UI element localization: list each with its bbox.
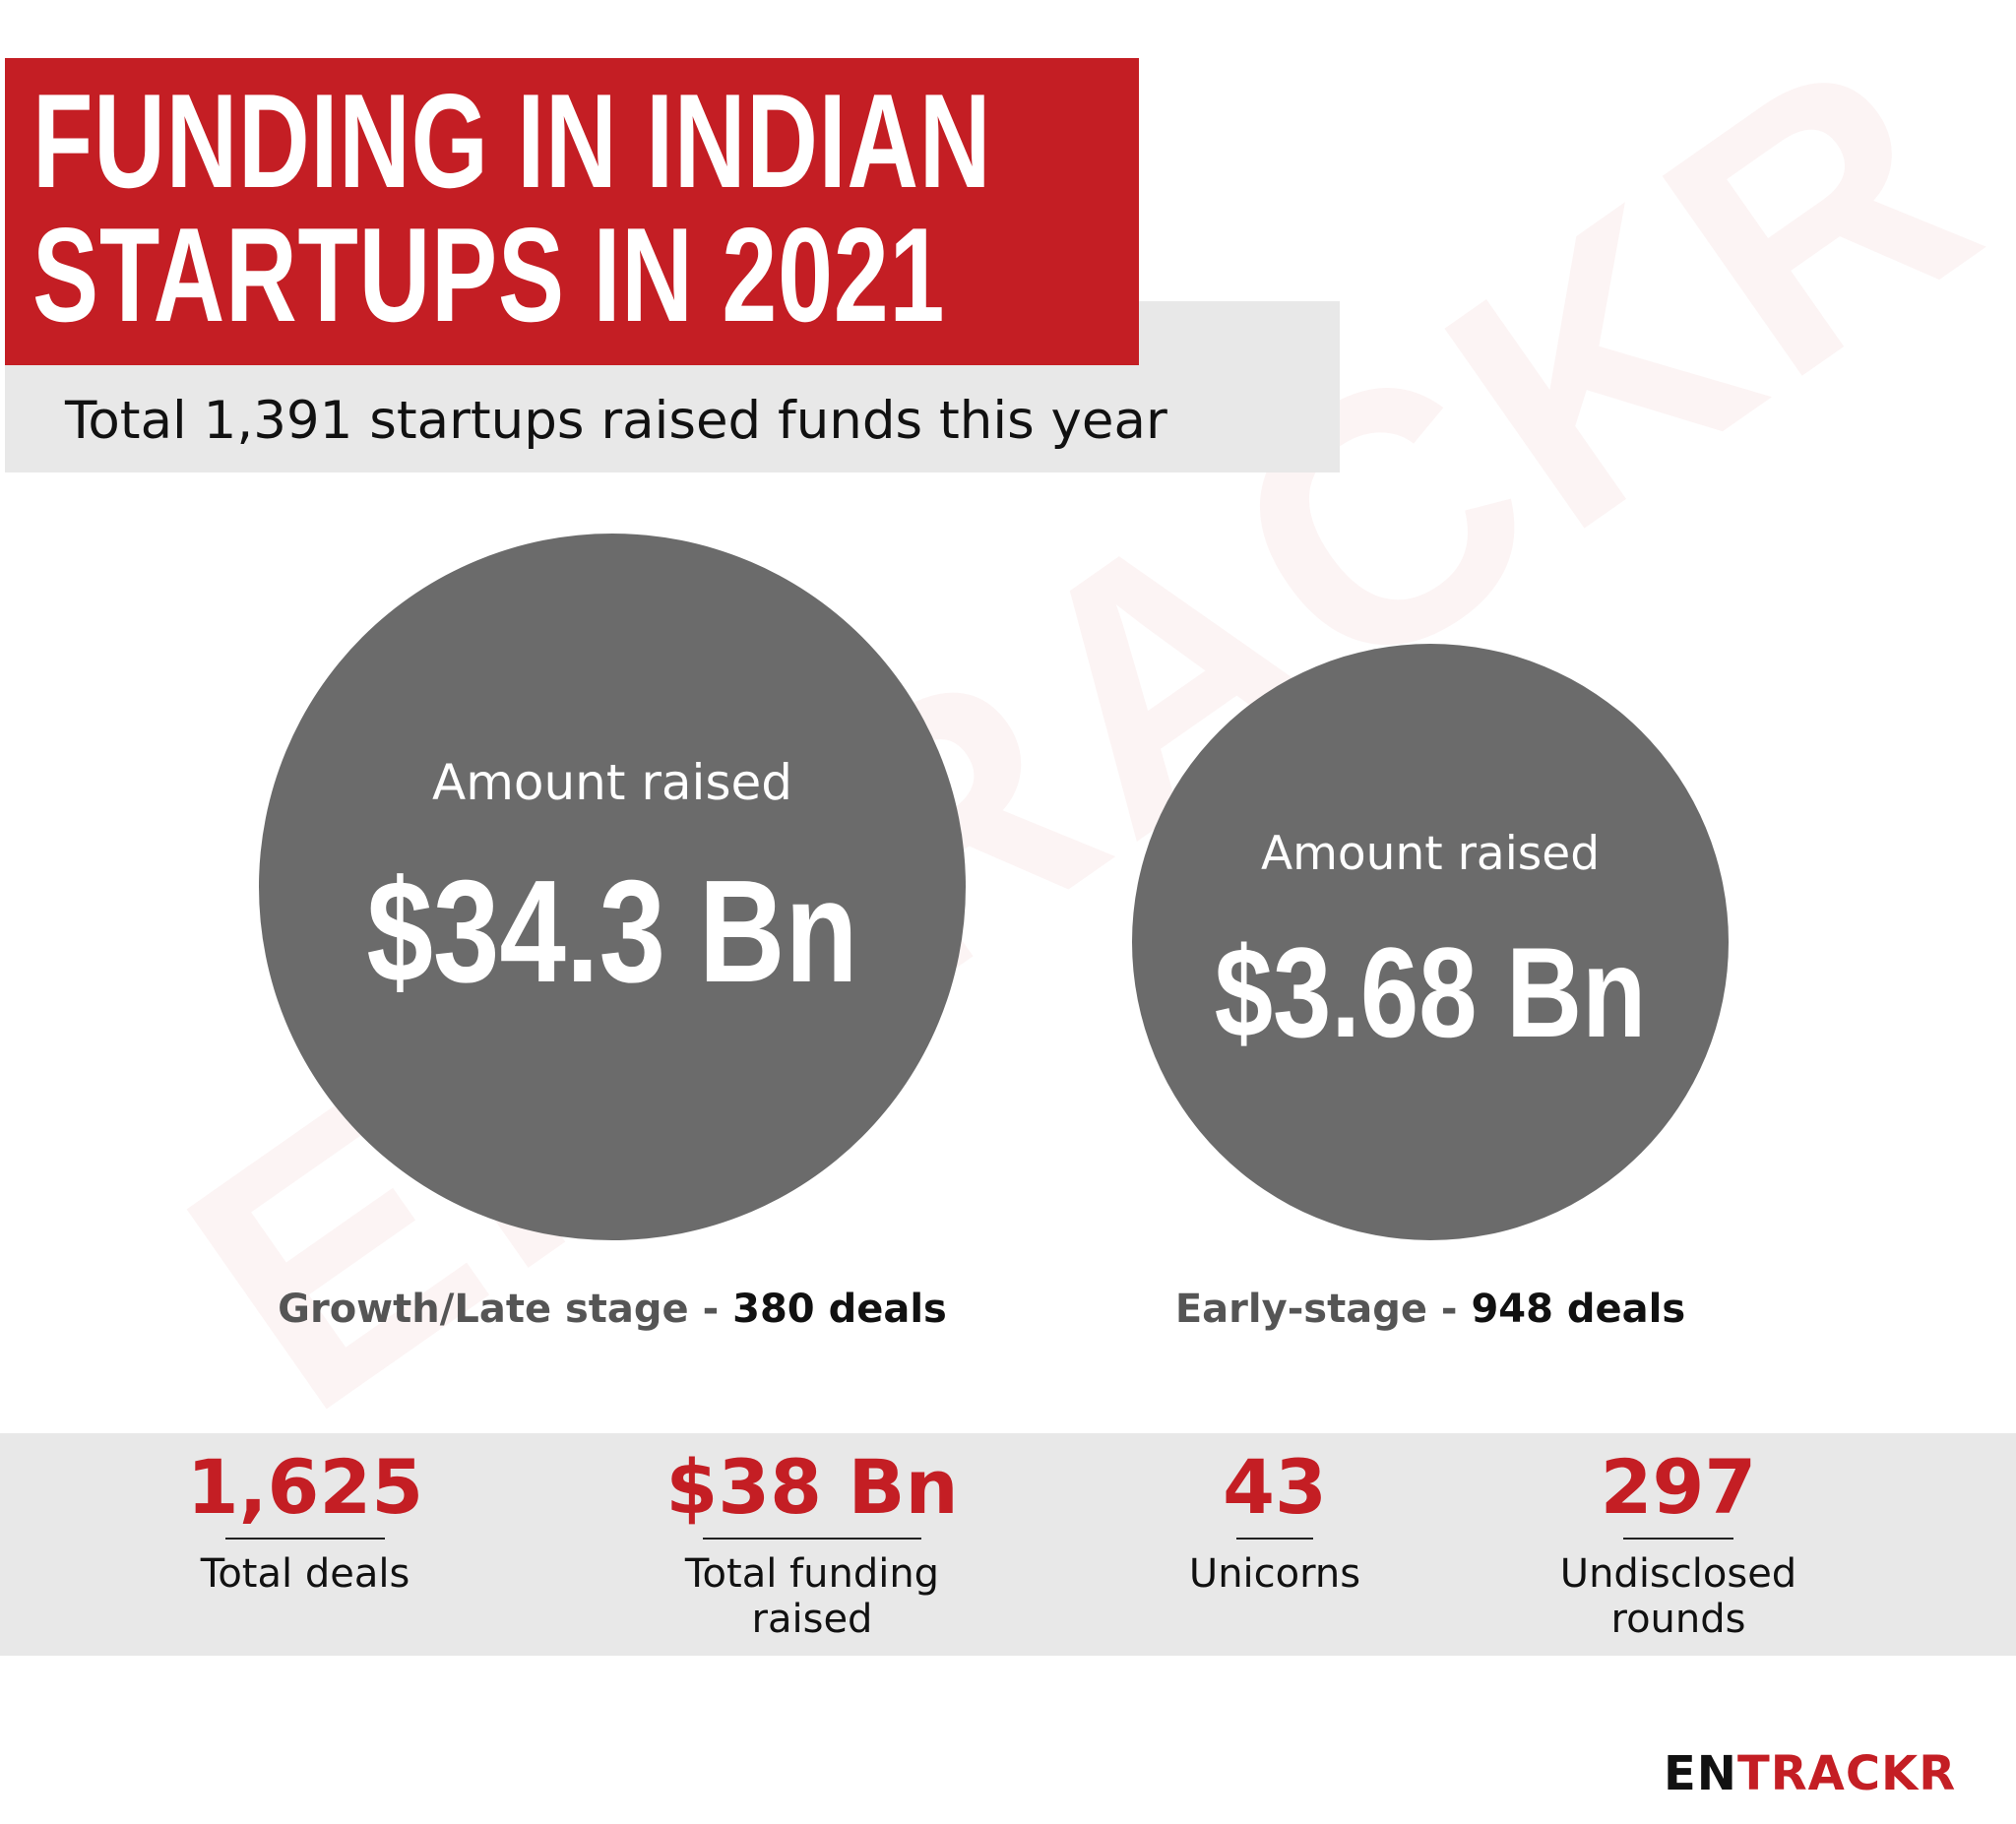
early-stage-amount-value: $3.68 Bn (1214, 920, 1647, 1064)
late-stage-separator: - (688, 1287, 733, 1332)
stat-value: 1,625 (186, 1443, 424, 1531)
page-subtitle: Total 1,391 startups raised funds this y… (65, 391, 1167, 451)
stat-label: Unicorns (1188, 1551, 1361, 1597)
late-stage-circle: Amount raised $34.3 Bn (259, 534, 966, 1240)
early-stage-name: Early-stage (1174, 1287, 1427, 1332)
stat-unicorns: 43 Unicorns (1132, 1433, 1418, 1597)
title-banner: FUNDING IN INDIAN STARTUPS IN 2021 (5, 58, 1139, 365)
stats-band: 1,625 Total deals $38 Bn Total funding r… (0, 1433, 2016, 1656)
stat-divider (703, 1538, 921, 1540)
stat-value: 297 (1600, 1443, 1757, 1531)
entrackr-logo: ENTRACKR (1664, 1744, 1956, 1803)
stat-value: $38 Bn (665, 1443, 959, 1531)
stat-divider (225, 1538, 385, 1540)
late-stage-amount-label: Amount raised (431, 754, 792, 811)
stat-label: Undisclosed rounds (1559, 1551, 1797, 1642)
stat-undisclosed-rounds: 297 Undisclosed rounds (1526, 1433, 1831, 1642)
late-stage-deals: 380 deals (732, 1287, 947, 1332)
early-stage-caption: Early-stage - 948 deals (1132, 1282, 1729, 1337)
early-stage-amount-label: Amount raised (1260, 827, 1601, 881)
page-title: FUNDING IN INDIAN STARTUPS IN 2021 (32, 66, 992, 349)
stat-label: Total funding raised (684, 1551, 940, 1642)
early-stage-separator: - (1426, 1287, 1472, 1332)
early-stage-circle: Amount raised $3.68 Bn (1132, 644, 1729, 1240)
stat-divider (1236, 1538, 1313, 1540)
logo-text-part2: TRACKR (1736, 1746, 1957, 1801)
late-stage-caption: Growth/Late stage - 380 deals (259, 1282, 966, 1337)
stat-divider (1623, 1538, 1733, 1540)
late-stage-name: Growth/Late stage (278, 1287, 689, 1332)
stat-value: 43 (1223, 1443, 1327, 1531)
early-stage-deals: 948 deals (1471, 1287, 1686, 1332)
logo-text-part1: EN (1664, 1746, 1737, 1801)
stat-total-funding: $38 Bn Total funding raised (630, 1433, 994, 1642)
stat-label: Total deals (200, 1551, 410, 1597)
stat-total-deals: 1,625 Total deals (158, 1433, 453, 1597)
late-stage-amount-value: $34.3 Bn (366, 850, 858, 1013)
